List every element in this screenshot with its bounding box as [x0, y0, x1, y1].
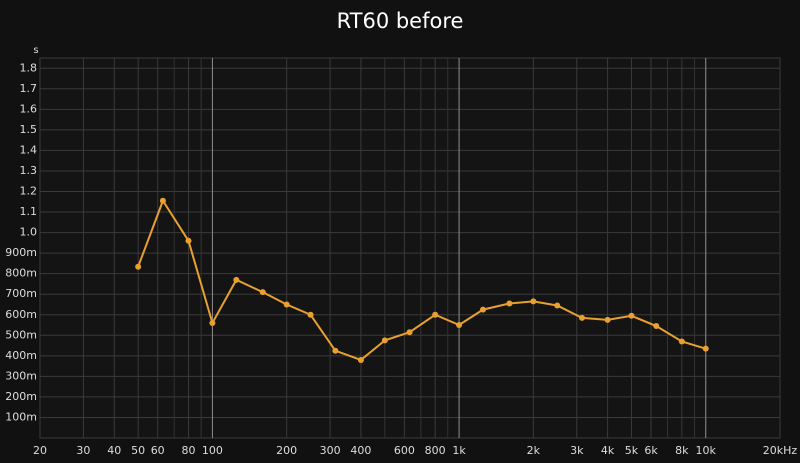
data-point [307, 311, 314, 318]
x-tick-label: 600 [394, 444, 415, 457]
data-point [135, 263, 142, 270]
plot-area [39, 57, 781, 439]
data-point [628, 312, 635, 319]
x-tick-label: 300 [320, 444, 341, 457]
y-tick-label: 800m [5, 267, 37, 280]
data-point [479, 306, 486, 313]
data-point [233, 276, 240, 283]
data-point [406, 329, 413, 336]
x-tick-label: 10k [696, 444, 717, 457]
y-tick-label: 1.0 [20, 226, 38, 239]
x-tick-label: 1k [452, 444, 466, 457]
y-tick-label: 100m [5, 410, 37, 423]
x-tick-label: 400 [350, 444, 371, 457]
y-tick-label: 500m [5, 328, 37, 341]
x-tick-label: 800 [425, 444, 446, 457]
x-tick-label: 8k [675, 444, 689, 457]
y-tick-label: 700m [5, 287, 37, 300]
series-line [137, 198, 707, 362]
y-tick-label: 1.1 [20, 205, 38, 218]
data-point [554, 302, 561, 309]
x-tick-label: 30 [76, 444, 90, 457]
data-point [432, 311, 439, 318]
y-tick-label: 200m [5, 390, 37, 403]
data-point [578, 314, 585, 321]
y-tick-label: 1.5 [20, 123, 38, 136]
x-tick-label: 3k [570, 444, 584, 457]
y-tick-label: 1.6 [20, 102, 38, 115]
data-point [259, 289, 266, 296]
data-point [604, 316, 611, 323]
y-tick-label: 400m [5, 349, 37, 362]
y-tick-label: 1.2 [20, 185, 38, 198]
data-point [530, 298, 537, 305]
x-tick-label: 5k [625, 444, 639, 457]
data-point [357, 356, 364, 363]
y-tick-label: 1.7 [20, 82, 38, 95]
data-point [283, 301, 290, 308]
x-tick-label: 40 [107, 444, 121, 457]
x-tick-label: 6k [644, 444, 658, 457]
chart-title: RT60 before [337, 9, 464, 33]
data-point [456, 322, 463, 329]
data-point [159, 197, 166, 204]
y-tick-label: 1.3 [20, 164, 38, 177]
x-tick-label: 4k [601, 444, 615, 457]
x-tick-label: 20kHz [763, 444, 798, 457]
data-point [653, 323, 660, 330]
data-point [332, 347, 339, 354]
y-axis-label: s [33, 45, 38, 56]
x-tick-label: 100 [202, 444, 223, 457]
y-tick-label: 600m [5, 308, 37, 321]
x-tick-label: 60 [151, 444, 165, 457]
data-point [381, 337, 388, 344]
x-tick-label: 20 [33, 444, 47, 457]
x-tick-label: 200 [276, 444, 297, 457]
x-tick-label: 50 [131, 444, 145, 457]
data-point [185, 237, 192, 244]
y-tick-label: 1.4 [20, 143, 38, 156]
y-tick-label: 900m [5, 246, 37, 259]
y-tick-label: 300m [5, 369, 37, 382]
x-tick-label: 2k [527, 444, 541, 457]
data-point [678, 338, 685, 345]
x-tick-label: 80 [182, 444, 196, 457]
y-tick-label: 1.8 [20, 61, 38, 74]
data-point [209, 319, 216, 326]
data-point [702, 345, 709, 352]
data-point [506, 300, 513, 307]
